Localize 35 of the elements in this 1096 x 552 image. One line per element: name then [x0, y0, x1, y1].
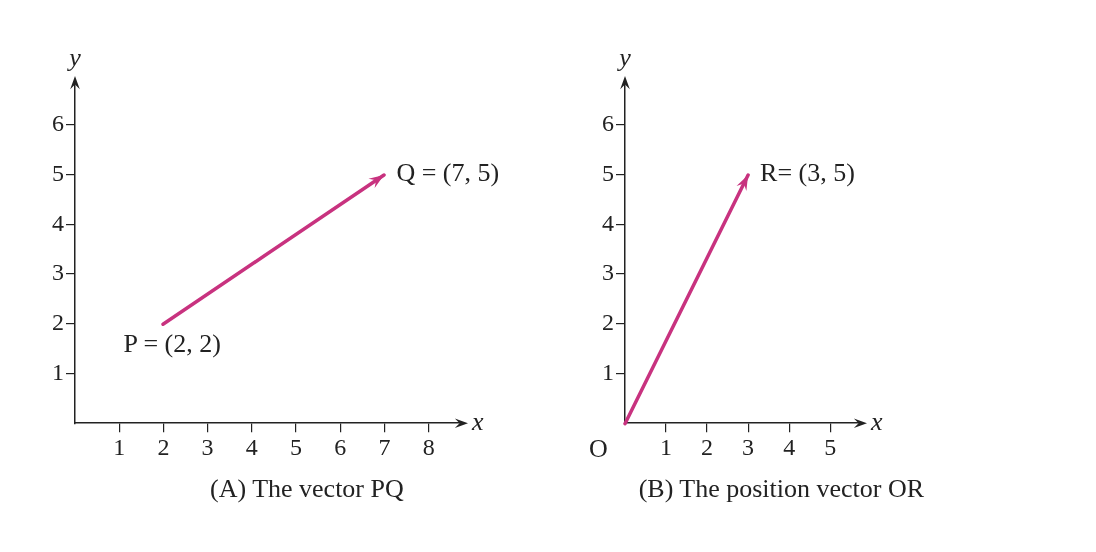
y-tick-label: 4: [52, 209, 64, 236]
text: (A) The vector PQ⃗: [209, 474, 425, 504]
y-tick-label: 1: [52, 358, 64, 385]
text: (B) The position vector OR⃗: [637, 474, 946, 504]
y-tick-label: 3: [602, 259, 614, 286]
y-tick-label: 5: [602, 159, 614, 186]
y-axis-title: y: [616, 42, 632, 72]
y-tick-label: 6: [602, 110, 614, 137]
x-tick-label: 3: [201, 433, 214, 460]
y-tick-label: 2: [52, 309, 64, 336]
y-tick-label: 4: [602, 209, 614, 236]
x-tick-label: 2: [701, 433, 714, 460]
x-tick-label: 4: [783, 433, 796, 460]
x-tick-label: 6: [334, 433, 347, 460]
x-tick-label: 1: [660, 433, 673, 460]
x-tick-label: 4: [245, 433, 258, 460]
y-axis-title: y: [66, 42, 82, 72]
annotation: P = (2, 2): [123, 328, 221, 358]
annotation: O: [589, 434, 608, 464]
annotation: R= (3, 5): [760, 158, 855, 188]
x-axis-title: x: [870, 407, 883, 437]
x-tick-label: 5: [290, 433, 303, 460]
x-tick-label: 2: [157, 433, 170, 460]
x-tick-label: 7: [378, 433, 391, 460]
y-tick-label: 1: [602, 358, 614, 385]
annotation: Q = (7, 5): [396, 158, 500, 188]
x-tick-label: 3: [742, 433, 755, 460]
x-tick-label: 5: [824, 433, 837, 460]
y-tick-label: 2: [602, 309, 614, 336]
y-tick-label: 3: [52, 259, 64, 286]
x-tick-label: 8: [422, 433, 435, 460]
x-tick-label: 1: [113, 433, 126, 460]
y-tick-label: 5: [52, 159, 64, 186]
y-tick-label: 6: [52, 110, 64, 137]
x-axis-title: x: [471, 407, 484, 437]
